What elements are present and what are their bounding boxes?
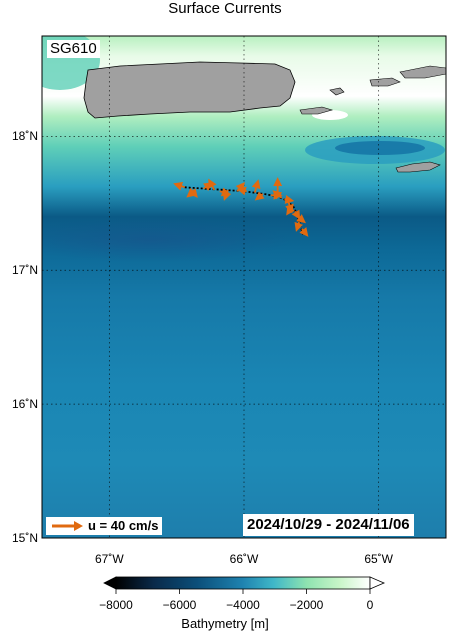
colorbar	[103, 576, 386, 594]
culebra-island	[329, 87, 345, 96]
lat-tick-label: 15˚N	[11, 531, 38, 545]
current-arrow	[254, 191, 265, 201]
current-arrow	[294, 221, 304, 232]
map-title: Surface Currents	[168, 0, 282, 17]
current-arrow	[251, 179, 261, 193]
current-vectors	[173, 177, 309, 237]
lat-tick-label: 17˚N	[11, 263, 38, 278]
colorbar-tick-label: −2000	[289, 598, 324, 612]
vieques-island	[299, 106, 334, 115]
st-croix-island	[395, 161, 441, 173]
lon-tick-label: 65˚W	[364, 552, 393, 566]
current-arrow	[173, 181, 186, 191]
lat-tick-label: 16˚N	[11, 397, 38, 412]
colorbar-tick-label: 0	[366, 598, 374, 612]
lon-tick-label: 66˚W	[229, 552, 259, 566]
current-arrow	[284, 195, 295, 204]
current-arrow	[222, 189, 232, 201]
current-arrow	[296, 214, 306, 224]
puerto-rico-landmass	[83, 61, 296, 119]
glider-id-label: SG610	[47, 40, 100, 58]
date-range-label: 2024/10/29 - 2024/11/06	[243, 514, 414, 536]
colorbar-title: Bathymetry [m]	[181, 616, 269, 631]
colorbar-tick-label: −8000	[99, 598, 133, 612]
current-arrow	[299, 227, 309, 237]
current-arrow	[272, 190, 283, 200]
current-arrow	[186, 188, 197, 198]
legend-arrow-icon	[52, 521, 83, 531]
current-scale-legend: u = 40 cm/s	[46, 517, 163, 535]
lat-tick-label: 18˚N	[11, 129, 38, 144]
legend-label: u = 40 cm/s	[88, 518, 159, 533]
colorbar-tick-label: −4000	[226, 598, 260, 612]
current-arrow	[286, 205, 295, 216]
current-arrow	[208, 178, 217, 191]
current-arrow	[236, 186, 247, 196]
lon-tick-label: 67˚W	[94, 552, 124, 566]
colorbar-tick-label: −6000	[162, 598, 197, 612]
virgin-islands	[369, 77, 401, 87]
